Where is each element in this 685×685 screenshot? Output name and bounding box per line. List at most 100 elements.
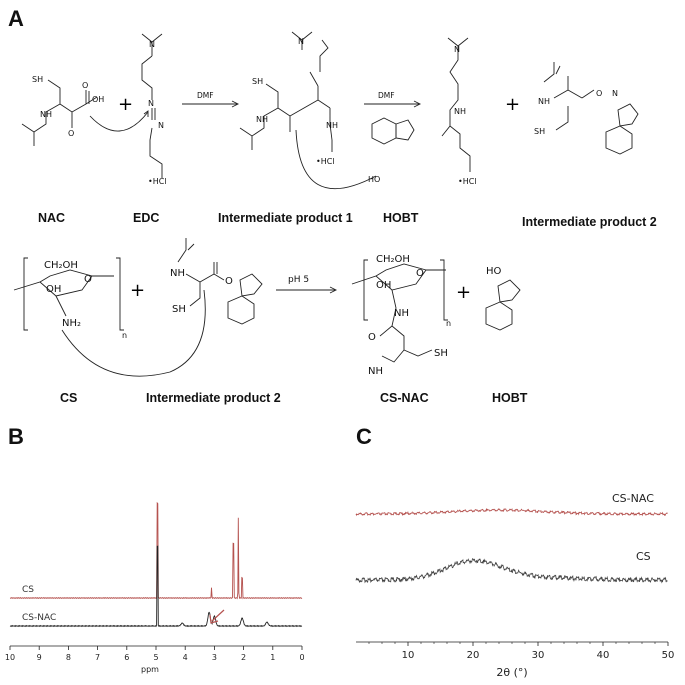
- csnac-n-subscript: n: [446, 319, 451, 328]
- int1-nh2-label: NH: [326, 121, 338, 130]
- reaction-arrow-2-head: [413, 100, 422, 108]
- plus-2: +: [505, 94, 520, 115]
- curved-arrow-1-head: [143, 110, 149, 117]
- nac-nh-label: NH: [40, 110, 52, 119]
- caption-hobt-1: HOBT: [383, 211, 419, 225]
- plus-3: +: [130, 280, 145, 301]
- nmr-label-cs: CS: [22, 585, 34, 595]
- csnac-sh-label: SH: [434, 348, 448, 359]
- caption-cs: CS: [60, 391, 77, 405]
- urea-hcl-label: •HCl: [458, 177, 477, 186]
- int2-sh-label: SH: [534, 127, 545, 136]
- nac-o-label: O: [68, 129, 74, 138]
- cs-structure: CH₂OH OH O NH₂ n: [13, 257, 127, 340]
- urea-n-label: N: [454, 45, 460, 54]
- nmr-arrow-head: [209, 614, 219, 624]
- int1-nh-label: NH: [256, 115, 268, 124]
- xrd-series-cs-nac: [355, 507, 668, 517]
- nac-o2-label: O: [82, 81, 88, 90]
- hobt-structure-1: HO: [368, 117, 415, 184]
- nmr-tick-label: 6: [124, 653, 129, 662]
- nmr-tick-label: 4: [183, 653, 188, 662]
- reaction-2-reagent: DMF: [378, 91, 395, 100]
- reaction-1-reagent: DMF: [197, 91, 214, 100]
- urea-structure: N NH •HCl: [441, 37, 477, 186]
- reaction-arrow-3-head: [329, 286, 338, 294]
- nmr-tick-label: 1: [270, 653, 275, 662]
- nmr-plot: 10 9 8 7 6 5 4 3 2 1 0 CS CS-NAC ppm: [5, 501, 305, 674]
- xrd-tick-label: 50: [662, 650, 675, 661]
- cs-o-label: O: [84, 274, 92, 285]
- edc-hcl-label: •HCl: [148, 177, 167, 186]
- nac-sh-label: SH: [32, 75, 43, 84]
- nmr-tick-label: 3: [212, 653, 217, 662]
- int2b-o-label: O: [225, 276, 233, 287]
- xrd-label-cs-nac: CS-NAC: [612, 492, 654, 505]
- csnac-o-label: O: [416, 268, 424, 279]
- nmr-tick-label: 8: [66, 653, 71, 662]
- xrd-tick-label: 20: [467, 650, 480, 661]
- csnac-ch2oh-label: CH₂OH: [376, 254, 410, 265]
- curved-arrow-2: [295, 129, 377, 190]
- int2b-nh-label: NH: [170, 268, 185, 279]
- intermediate-1-structure: SH NH NH N •HCl: [239, 31, 338, 166]
- int2b-sh-label: SH: [172, 304, 186, 315]
- caption-intermediate-2-row1: Intermediate product 2: [522, 215, 657, 229]
- cs-n-subscript: n: [122, 331, 127, 340]
- int1-hcl-label: •HCl: [316, 157, 335, 166]
- nmr-tick-label: 5: [153, 653, 158, 662]
- edc-structure: N N N •HCl: [141, 33, 167, 186]
- cs-nh2-label: NH₂: [62, 318, 81, 329]
- nmr-tick-group: 10 9 8 7 6 5 4 3 2 1 0: [5, 646, 305, 662]
- hobt-structure-2: HO: [485, 266, 521, 331]
- reaction-arrow-1-head: [231, 100, 240, 108]
- xrd-tick-label: 30: [532, 650, 545, 661]
- intermediate-2-structure-row2: NH SH O: [170, 238, 263, 325]
- int1-sh-label: SH: [252, 77, 263, 86]
- nmr-series-cs-nac: [9, 545, 303, 628]
- caption-intermediate-2-row2: Intermediate product 2: [146, 391, 281, 405]
- edc-n3-label: N: [158, 121, 164, 130]
- hobt1-ho-label: HO: [368, 175, 380, 184]
- nmr-arrow: [211, 609, 225, 622]
- caption-edc: EDC: [133, 211, 159, 225]
- hobt2-ho-label: HO: [486, 266, 502, 277]
- nmr-tick-label: 2: [241, 653, 246, 662]
- urea-nh-label: NH: [454, 107, 466, 116]
- caption-intermediate-1: Intermediate product 1: [218, 211, 353, 225]
- int2-nh-label: NH: [538, 97, 550, 106]
- nmr-tick-label: 10: [5, 653, 15, 662]
- edc-n2-label: N: [148, 99, 154, 108]
- panel-label-a: A: [8, 6, 24, 31]
- panel-label-c: C: [356, 424, 372, 449]
- caption-nac: NAC: [38, 211, 65, 225]
- nac-structure: SH NH OH O O: [21, 75, 104, 146]
- xrd-series-cs: [355, 558, 668, 584]
- nmr-tick-label: 7: [95, 653, 100, 662]
- edc-n1-label: N: [149, 40, 155, 49]
- cs-ch2oh-label: CH₂OH: [44, 260, 78, 271]
- nmr-tick-label: 9: [37, 653, 42, 662]
- curved-arrow-1: [89, 111, 149, 132]
- int2-o-label: O: [596, 89, 602, 98]
- xrd-xlabel: 2θ (°): [496, 666, 527, 679]
- nac-oh-label: OH: [92, 95, 104, 104]
- intermediate-2-structure: NH SH O N: [534, 62, 639, 155]
- nmr-tick-label: 0: [299, 653, 304, 662]
- cs-oh-label: OH: [46, 284, 61, 295]
- plus-4: +: [456, 282, 471, 303]
- xrd-tick-label: 40: [597, 650, 610, 661]
- caption-hobt-2: HOBT: [492, 391, 528, 405]
- nmr-label-cs-nac: CS-NAC: [22, 613, 56, 623]
- curved-arrow-3: [61, 289, 206, 377]
- reaction-3-condition: pH 5: [288, 275, 309, 285]
- csnac-nh2-label: NH: [368, 366, 383, 377]
- panel-label-b: B: [8, 424, 24, 449]
- xrd-plot: 10 20 30 40 50 CS-NAC CS 2θ (°): [355, 492, 675, 679]
- int2-n-label: N: [612, 89, 618, 98]
- xrd-label-cs: CS: [636, 550, 651, 563]
- plus-1: +: [118, 94, 133, 115]
- csnac-oh-label: OH: [376, 280, 391, 291]
- caption-cs-nac: CS-NAC: [380, 391, 429, 405]
